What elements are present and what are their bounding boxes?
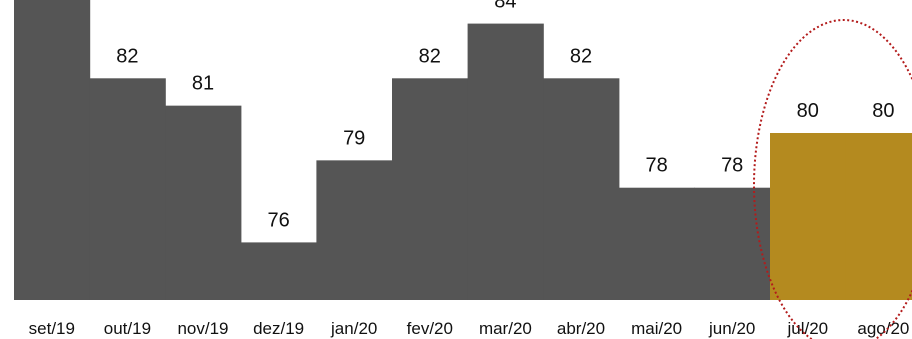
bar-out-19: [89, 78, 166, 300]
bar-jun-20: [694, 187, 771, 300]
bar-set-19: [14, 0, 91, 300]
bar-abr-20: [543, 78, 620, 300]
value-label-fev-20: 82: [419, 45, 441, 67]
value-label-dez-19: 76: [267, 209, 289, 231]
bar-mar-20: [467, 23, 544, 300]
value-label-mai-20: 78: [645, 155, 667, 177]
highlight-ellipse: [753, 19, 912, 339]
category-label-abr-20: abr/20: [557, 319, 605, 338]
value-labels-group: 858281767982848278788080: [116, 0, 894, 231]
category-label-jun-20: jun/20: [708, 319, 755, 338]
bar-ago-20: [845, 133, 912, 300]
value-label-jun-20: 78: [721, 155, 743, 177]
category-label-mar-20: mar/20: [479, 319, 532, 338]
bar-jul-20: [770, 133, 847, 300]
bars-group: [14, 0, 912, 301]
bar-fev-20: [392, 78, 469, 300]
value-label-out-19: 82: [116, 45, 138, 67]
category-label-out-19: out/19: [104, 319, 151, 338]
category-label-ago-20: ago/20: [857, 319, 909, 338]
value-label-jul-20: 80: [797, 100, 819, 122]
bar-nov-19: [165, 105, 242, 301]
value-label-mar-20: 84: [494, 0, 516, 13]
category-label-fev-20: fev/20: [407, 319, 453, 338]
category-label-dez-19: dez/19: [253, 319, 304, 338]
category-label-mai-20: mai/20: [631, 319, 682, 338]
category-label-jan-20: jan/20: [330, 319, 377, 338]
value-label-abr-20: 82: [570, 45, 592, 67]
value-label-jan-20: 79: [343, 127, 365, 149]
value-label-nov-19: 81: [192, 73, 214, 95]
category-label-nov-19: nov/19: [177, 319, 228, 338]
bar-mai-20: [618, 187, 695, 300]
bar-dez-19: [240, 242, 317, 300]
bar-jan-20: [316, 160, 393, 300]
category-label-set-19: set/19: [29, 319, 75, 338]
category-label-jul-20: jul/20: [786, 319, 828, 338]
category-labels-group: set/19 out/19 nov/19 dez/19 jan/20 fev/20 mar/…: [29, 319, 910, 338]
value-label-ago-20: 80: [872, 100, 894, 122]
